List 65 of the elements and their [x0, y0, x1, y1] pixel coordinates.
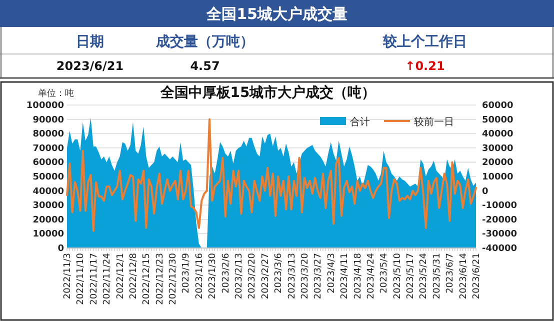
x-tick-label: 2023/3/6 [274, 252, 284, 294]
x-tick-label: 2023/5/31 [432, 253, 442, 300]
y2-tick-label: 0 [482, 186, 488, 197]
x-tick-label: 2022/11/10 [76, 252, 86, 305]
x-tick-label: 2023/5/24 [419, 252, 430, 300]
legend-label: 较前一日 [414, 116, 454, 128]
x-tick-label: 2022/12/8 [128, 252, 139, 300]
y2-tick-label: -30000 [482, 230, 518, 240]
x-tick-label: 2023/1/30 [208, 252, 218, 300]
y2-tick-label: 50000 [482, 115, 514, 126]
y-tick-label: 60000 [32, 158, 64, 168]
y-tick-label: 10000 [32, 230, 64, 240]
x-tick-label: 2022/12/23 [155, 253, 166, 305]
x-tick-label: 2023/6/21 [472, 253, 482, 300]
x-tick-label: 2022/11/3 [63, 253, 73, 300]
text: 成交量（万吨） [155, 33, 254, 50]
y-tick-label: 40000 [32, 186, 64, 197]
x-tick-label: 2023/1/16 [194, 252, 205, 300]
x-tick-label: 2023/6/7 [446, 253, 456, 294]
y2-tick-label: -40000 [482, 244, 518, 254]
text: 较上个工作日 [382, 34, 467, 50]
x-tick-label: 2022/11/24 [102, 252, 113, 305]
x-tick-label: 2023/5/4 [380, 252, 390, 294]
x-tick-label: 2023/3/27 [314, 253, 324, 300]
y-tick-label: 50000 [32, 172, 64, 182]
x-tick-label: 2023/3/13 [287, 253, 298, 300]
x-tick-label: 2023/2/27 [260, 253, 271, 300]
x-tick-label: 2023/2/6 [221, 252, 232, 294]
y2-tick-label: 10000 [482, 172, 514, 182]
y-axis-title: 单位：吨 [38, 88, 74, 99]
y-tick-label: 30000 [32, 201, 64, 212]
x-tick-label: 2023/5/10 [392, 252, 403, 300]
x-tick-label: 2022/12/15 [142, 253, 152, 305]
x-tick-label: 2023/4/3 [326, 253, 337, 294]
text: 全国15城大户成交量 [206, 5, 348, 23]
y-tick-label: 20000 [32, 215, 64, 226]
x-tick-label: 2023/4/24 [366, 252, 376, 300]
x-tick-label: 2022/12/1 [116, 253, 126, 300]
x-tick-label: 2023/5/17 [406, 253, 416, 300]
y2-tick-label: 40000 [482, 130, 514, 140]
x-tick-label: 2023/6/14 [458, 252, 469, 300]
text: 2023/6/21 [56, 59, 124, 73]
chart-title: 全国中厚板15城市大户成交（吨） [159, 84, 376, 101]
text: ↑0.21 [405, 59, 445, 73]
y2-tick-label: -20000 [482, 215, 518, 226]
y-tick-label: 80000 [32, 130, 64, 140]
y-tick-label: 100000 [26, 101, 64, 111]
x-tick-label: 2023/4/18 [353, 252, 364, 300]
y2-tick-label: 20000 [482, 158, 514, 168]
text: 日期 [76, 34, 104, 50]
y2-tick-label: -10000 [482, 201, 518, 212]
x-tick-label: 2023/3/20 [300, 252, 310, 300]
y-tick-label: 0 [58, 244, 64, 254]
y2-tick-label: 60000 [482, 101, 514, 111]
x-tick-label: 2023/2/20 [248, 252, 258, 300]
y2-tick-label: 30000 [482, 144, 514, 154]
x-tick-label: 2023/1/9 [182, 252, 192, 294]
y-tick-label: 70000 [32, 144, 64, 154]
x-tick-label: 2022/12/30 [168, 252, 179, 305]
legend-label: 合计 [350, 116, 370, 128]
x-tick-label: 2022/11/17 [89, 253, 100, 305]
text: 4.57 [190, 59, 220, 73]
x-tick-label: 2023/4/11 [340, 253, 350, 300]
x-tick-label: 2023/2/13 [234, 253, 245, 300]
y-tick-label: 90000 [32, 115, 64, 126]
